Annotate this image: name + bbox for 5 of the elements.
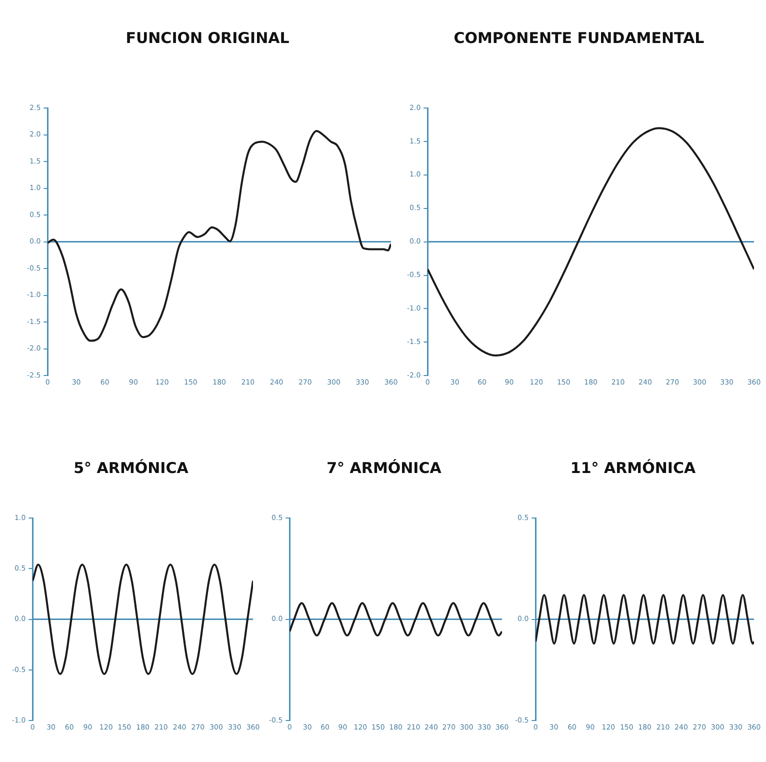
chart-title: 7° ARMÓNICA bbox=[326, 458, 442, 477]
chart-title: FUNCION ORIGINAL bbox=[126, 28, 290, 47]
chart-title: COMPONENTE FUNDAMENTAL bbox=[454, 28, 705, 47]
chart-title: 5° ARMÓNICA bbox=[74, 458, 189, 477]
chart-title: 11° ARMÓNICA bbox=[570, 458, 696, 477]
